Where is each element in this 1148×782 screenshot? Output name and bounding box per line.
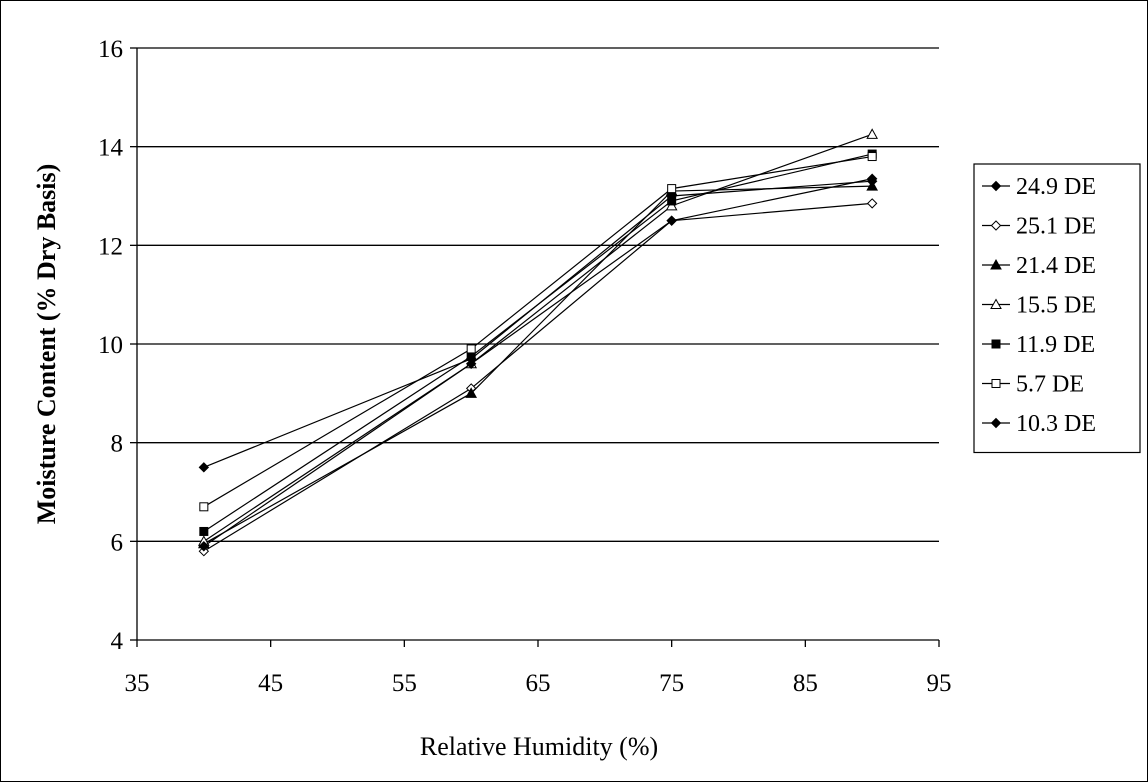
legend-label: 10.3 DE bbox=[1016, 411, 1096, 437]
gridlines bbox=[137, 47, 939, 542]
legend-item: 25.1 DE bbox=[982, 214, 1096, 240]
x-tick-label-35: 35 bbox=[125, 670, 150, 697]
axes bbox=[130, 47, 940, 647]
y-tick-label-6: 6 bbox=[111, 529, 124, 556]
legend-marker bbox=[990, 180, 1002, 192]
data-point bbox=[667, 196, 677, 206]
data-point bbox=[199, 502, 209, 512]
x-axis-title: Relative Humidity (%) bbox=[420, 732, 658, 761]
legend-label: 11.9 DE bbox=[1016, 332, 1095, 358]
data-point bbox=[867, 152, 877, 162]
y-tick-label-8: 8 bbox=[111, 431, 124, 458]
x-tick-label-65: 65 bbox=[526, 670, 551, 697]
series-5-7-de bbox=[199, 152, 877, 512]
x-tick-label-95: 95 bbox=[927, 670, 952, 697]
legend-marker bbox=[990, 298, 1002, 309]
series-line bbox=[203, 178, 873, 547]
legend-item: 21.4 DE bbox=[982, 253, 1096, 279]
y-axis-title: Moisture Content (% Dry Basis) bbox=[32, 164, 61, 525]
series-11-9-de bbox=[199, 149, 877, 536]
y-tick-label-16: 16 bbox=[98, 36, 123, 63]
legend-marker bbox=[991, 339, 1001, 349]
legend-item: 10.3 DE bbox=[982, 411, 1096, 437]
legend-marker bbox=[990, 220, 1002, 231]
y-tick-label-12: 12 bbox=[98, 233, 123, 260]
legend-marker bbox=[991, 379, 1001, 388]
x-tick-label-85: 85 bbox=[793, 670, 818, 697]
legend-item: 11.9 DE bbox=[982, 332, 1095, 358]
data-point bbox=[866, 128, 879, 139]
x-tick-label-75: 75 bbox=[659, 670, 684, 697]
legend-label: 21.4 DE bbox=[1016, 253, 1096, 279]
legend-marker bbox=[990, 417, 1002, 429]
data-point bbox=[199, 526, 209, 536]
x-tick-label-45: 45 bbox=[258, 670, 283, 697]
data-point bbox=[198, 541, 210, 552]
y-tick-label-4: 4 bbox=[111, 628, 124, 655]
x-tick-label-55: 55 bbox=[392, 670, 417, 697]
data-point bbox=[465, 358, 477, 369]
series-line bbox=[203, 202, 873, 552]
legend-label: 24.9 DE bbox=[1016, 174, 1096, 200]
series-line bbox=[203, 180, 873, 468]
legend-item: 15.5 DE bbox=[982, 293, 1096, 319]
data-point bbox=[866, 198, 878, 209]
series-line bbox=[203, 155, 873, 508]
legend-label: 15.5 DE bbox=[1016, 293, 1096, 319]
legend-item: 5.7 DE bbox=[982, 372, 1084, 398]
y-tick-label-14: 14 bbox=[98, 135, 124, 162]
data-point bbox=[466, 344, 476, 354]
data-point bbox=[666, 215, 677, 226]
legend-marker bbox=[990, 258, 1002, 270]
legend-label: 25.1 DE bbox=[1016, 214, 1096, 240]
legend: 24.9 DE 25.1 DE 21.4 DE 15.5 DE 11.9 DE 5.7 D… bbox=[973, 163, 1141, 454]
legend-box bbox=[973, 163, 1141, 454]
series-24-9-de bbox=[198, 175, 878, 473]
data-point bbox=[667, 184, 677, 194]
legend-label: 5.7 DE bbox=[1016, 372, 1084, 398]
data-point bbox=[866, 180, 879, 191]
series-25-1-de bbox=[198, 198, 878, 557]
data-point bbox=[465, 387, 478, 398]
data-point bbox=[866, 173, 878, 184]
legend-item: 24.9 DE bbox=[982, 174, 1096, 200]
y-tick-label-10: 10 bbox=[98, 332, 123, 359]
series-lines bbox=[197, 128, 879, 557]
series-10-3-de bbox=[198, 173, 878, 552]
series-15-5-de bbox=[197, 128, 879, 546]
series-line bbox=[203, 133, 873, 542]
tick-labels: 4 6 8 10 12 14 16 35 45 55 65 75 85 95 bbox=[98, 36, 952, 697]
data-point bbox=[198, 462, 210, 473]
series-line bbox=[203, 153, 873, 532]
